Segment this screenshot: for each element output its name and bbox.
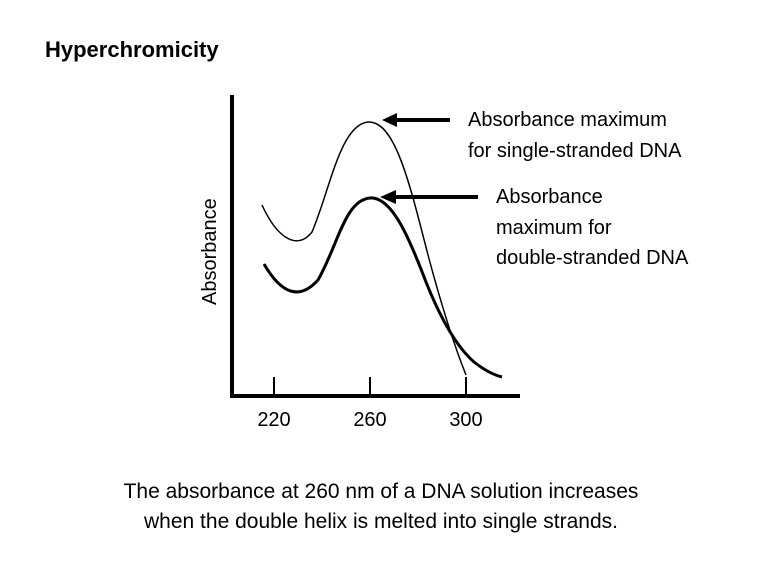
single-annotation-line-1: Absorbance maximum [468,109,667,131]
x-tick-label-220: 220 [257,409,290,431]
x-tick-label-300: 300 [449,409,482,431]
y-axis-label: Absorbance [199,198,221,305]
double-max-arrow-head [380,190,396,204]
figure-title: Hyperchromicity [45,37,219,62]
double-annotation-line-3: double-stranded DNA [496,247,689,269]
single-annotation-line-2: for single-stranded DNA [468,140,682,162]
double-stranded-curve [262,196,503,379]
single-stranded-curve [261,121,467,376]
x-tick-label-260: 260 [353,409,386,431]
caption-line-2: when the double helix is melted into sin… [143,510,618,533]
double-annotation-line-2: maximum for [496,217,612,239]
single-max-arrow-head [382,113,397,127]
double-annotation-line-1: Absorbance [496,186,603,208]
caption-line-1: The absorbance at 260 nm of a DNA soluti… [124,480,639,503]
